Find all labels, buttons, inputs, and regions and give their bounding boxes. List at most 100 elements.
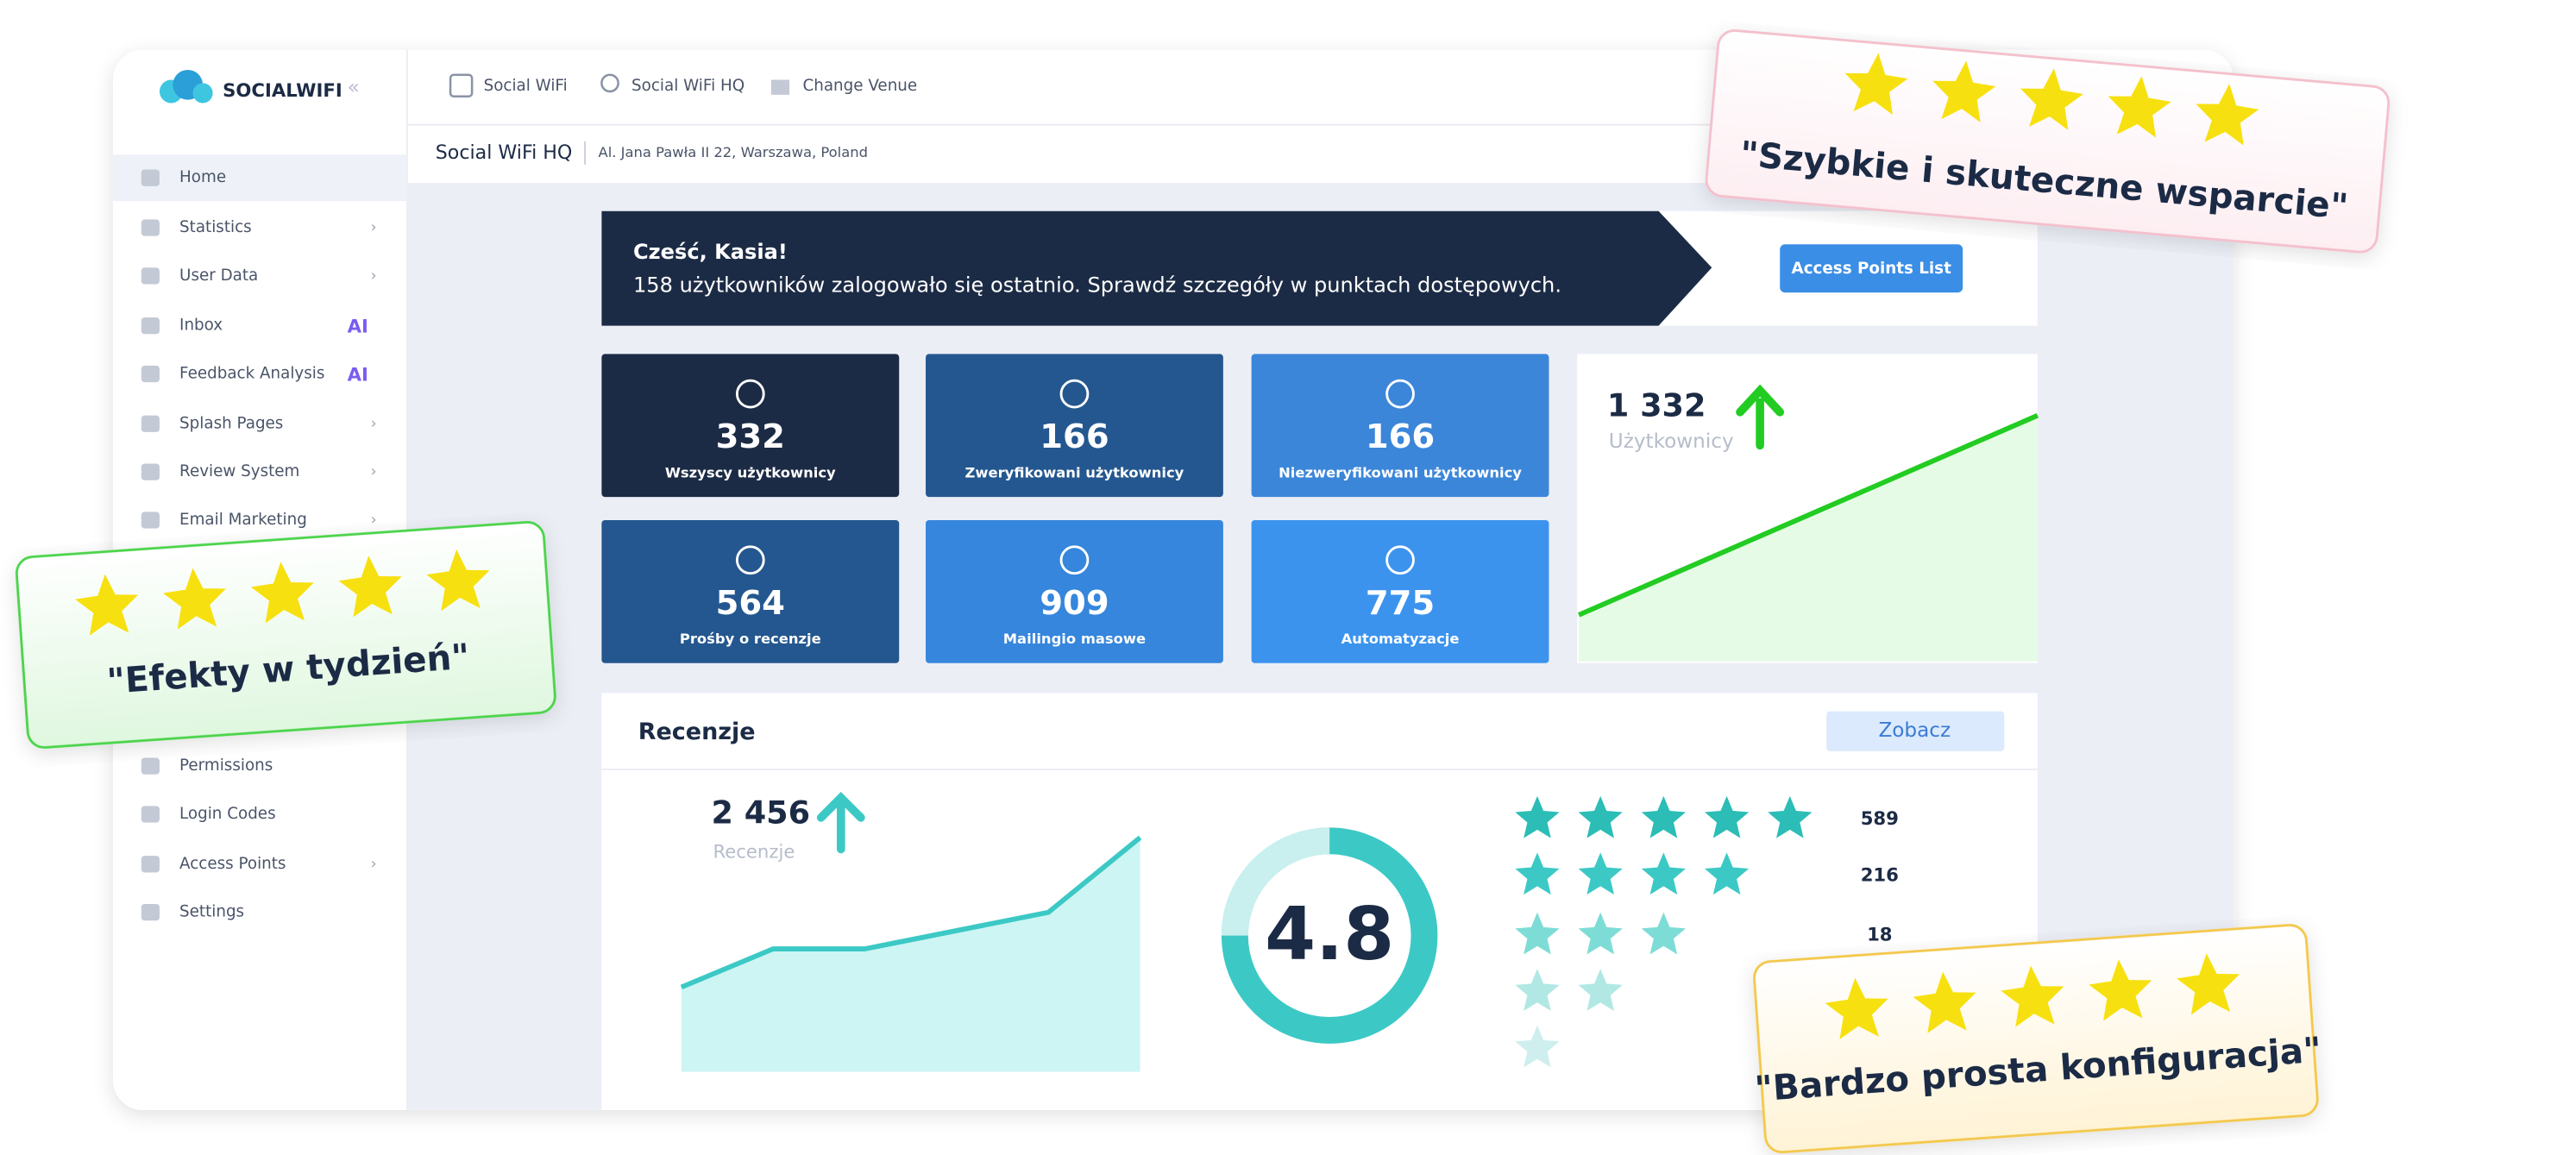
rating-star [1515,852,1560,895]
menu-icon [141,463,160,480]
menu-item[interactable]: Permissions [179,756,273,775]
stat-label: Prośby o recenzje [680,631,821,647]
badge-star [1913,971,1976,1033]
chevron: › [371,267,377,285]
rating-star [1641,912,1686,955]
reviews-title: Recenzje [638,719,756,745]
logo: SOCIALWIFI « [159,69,360,104]
badge-star [2089,959,2152,1021]
menu-item[interactable]: Settings [179,903,244,921]
chevron: › [371,463,377,480]
stat-card[interactable] [1251,354,1549,498]
menu-icon [141,806,160,823]
collapse-icon[interactable]: « [348,77,360,99]
reviews-label: Recenzje [713,840,795,862]
stat-card[interactable] [926,520,1223,663]
rating-ring-rest [1221,827,1330,937]
stat-icon [1059,545,1090,575]
testimonial-badge: "Efekty w tydzień" [15,520,556,749]
venue-name: Social WiFi HQ [436,141,573,164]
stat-icon [1385,545,1415,575]
banner-message: 158 użytkowników zalogowało się ostatnio… [633,273,1561,297]
nav-link[interactable]: Change Venue [802,77,917,95]
menu-icon [141,267,160,285]
reviews-total: 2 456 [712,794,811,832]
button-label[interactable]: Access Points List [1792,260,1952,278]
stat-label: Zweryfikowani użytkownicy [965,465,1184,481]
stat-value: 564 [716,584,785,623]
menu-item[interactable]: Access Points [179,855,286,873]
badge-star [2020,68,2083,130]
rating-count: 216 [1861,863,1899,885]
stat-value: 166 [1040,417,1109,456]
badge-star [2196,84,2259,146]
stat-label: Niezweryfikowani użytkownicy [1279,465,1522,481]
stat-value: 775 [1366,584,1435,623]
badge-star [426,549,490,612]
menu-icon [141,415,160,432]
menu-icon [141,365,160,383]
stat-card[interactable] [601,354,900,498]
stat-label: Mailingio masowe [1003,631,1146,647]
rating-star [1641,795,1686,838]
chevron: › [371,415,377,432]
stat-label: Automatyzacje [1341,631,1460,647]
reviews-trend-line [680,835,1142,990]
menu-item[interactable]: Inbox [179,317,223,335]
stat-value: 166 [1366,417,1435,456]
menu-item[interactable]: User Data [179,267,258,285]
ai-badge: AI [348,316,368,337]
button-label[interactable]: Zobacz [1878,719,1951,742]
nav-link[interactable]: Social WiFi [484,77,568,95]
rating-star [1578,969,1623,1011]
nav-link[interactable]: Social WiFi HQ [631,77,745,95]
rating-star [1641,852,1686,895]
rating-star [1578,912,1623,955]
badge-star [2108,76,2171,138]
rating-star [1578,795,1623,838]
stat-icon [735,379,765,409]
menu-item[interactable]: Home [179,168,226,186]
menu-icon [141,317,160,335]
stat-value: 332 [716,417,785,456]
badge-star [1825,977,1888,1039]
access-points-button[interactable] [1780,244,1963,293]
menu-item[interactable]: Login Codes [179,805,276,823]
menu-icon [141,757,160,775]
badge-star [338,556,402,618]
stat-label: Wszyscy użytkownicy [665,465,836,481]
view-button[interactable] [1826,711,2005,751]
stat-icon [735,545,765,575]
stat-card[interactable] [1251,520,1549,663]
menu-item[interactable]: Feedback Analysis [179,365,324,383]
up-arrow [1736,384,1785,450]
top-nav: Social WiFi Social WiFi HQ Change Venue [449,73,917,98]
menu-icon [141,856,160,873]
logo-text: SOCIALWIFI [223,79,342,101]
rating-star [1515,795,1560,838]
menu-icon [141,512,160,529]
rating-count: 18 [1867,924,1893,945]
reviews-trend-area [681,837,1140,1072]
rating-star [1515,912,1560,955]
badge-star [75,574,139,636]
chevron: › [371,512,377,529]
testimonial-badge: "Szybkie i skuteczne wsparcie" [1705,29,2391,254]
stat-card[interactable] [926,354,1223,498]
badge-star [1932,60,1996,122]
stat-card[interactable] [601,520,900,663]
menu-icon [141,904,160,921]
greeting: Cześć, Kasia! [633,240,788,264]
menu-icon [141,219,160,236]
menu-item[interactable]: Statistics [179,218,252,236]
menu-item[interactable]: Email Marketing [179,511,307,529]
menu-icon [141,169,160,186]
testimonial-badge: "Bardzo prosta konfiguracja" [1753,924,2322,1154]
menu-item[interactable]: Review System [179,462,299,480]
badge-star [250,562,314,624]
venue-address: Al. Jana Pawła II 22, Warszawa, Poland [599,144,869,160]
up-arrow [816,791,865,854]
menu-item[interactable]: Splash Pages [179,414,283,432]
stat-icon [1385,379,1415,409]
